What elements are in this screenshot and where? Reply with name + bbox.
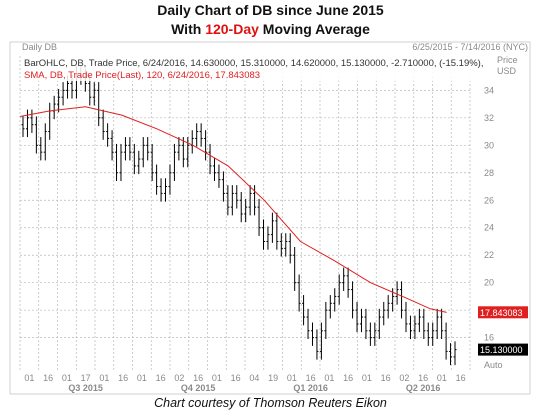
chart-header-right: 6/25/2015 - 7/14/2016 (NYC) <box>412 42 528 52</box>
x-tick-label: 19 <box>268 373 278 383</box>
auto-label[interactable]: Auto <box>484 360 503 370</box>
y-tick-label: 30 <box>484 140 494 150</box>
ohlc-bars <box>21 65 457 366</box>
x-tick-label: 01 <box>137 373 147 383</box>
sma-info: SMA, DB, Trade Price(Last), 120, 6/24/20… <box>24 70 260 81</box>
x-quarter-label: Q4 2015 <box>181 383 216 393</box>
x-tick-label: 01 <box>324 373 334 383</box>
sma-line <box>19 106 447 313</box>
grid-lines <box>19 56 471 372</box>
x-tick-label: 16 <box>156 373 166 383</box>
currency-label: USD <box>497 66 517 76</box>
info-backdrop <box>22 56 477 81</box>
chart-frame <box>9 41 531 395</box>
chart-header-left: Daily DB <box>22 42 57 52</box>
y-tick-label: 16 <box>484 333 494 343</box>
x-tick-label: 16 <box>381 373 391 383</box>
x-tick-label: 16 <box>193 373 203 383</box>
y-tick-label: 32 <box>484 113 494 123</box>
ohlc-info: BarOHLC, DB, Trade Price, 6/24/2016, 14.… <box>24 58 484 69</box>
y-tick-label: 34 <box>484 85 494 95</box>
last-price-badge: 15.130000 <box>478 343 528 356</box>
chart-caption: Chart courtesy of Thomson Reuters Eikon <box>154 396 387 410</box>
x-tick-label: 02 <box>174 373 184 383</box>
y-tick-label: 20 <box>484 278 494 288</box>
last-price-badge-value: 15.130000 <box>480 345 523 355</box>
chart-subtitle: With 120-Day Moving Average <box>0 21 541 37</box>
x-tick-label: 17 <box>81 373 91 383</box>
x-tick-label: 16 <box>43 373 53 383</box>
x-tick-label: 01 <box>99 373 109 383</box>
x-tick-label: 01 <box>362 373 372 383</box>
x-quarter-label: Q3 2015 <box>68 383 103 393</box>
x-tick-label: 16 <box>343 373 353 383</box>
x-tick-label: 01 <box>62 373 72 383</box>
subtitle-post: Moving Average <box>258 21 370 37</box>
x-quarter-label: Q1 2016 <box>293 383 328 393</box>
x-tick-label: 16 <box>418 373 428 383</box>
subtitle-highlight: 120-Day <box>205 21 259 37</box>
y-tick-label: 22 <box>484 250 494 260</box>
y-tick-label: 28 <box>484 168 494 178</box>
x-tick-label: 01 <box>212 373 222 383</box>
x-tick-label: 04 <box>249 373 259 383</box>
x-quarter-label: Q2 2016 <box>406 383 441 393</box>
x-tick-label: 16 <box>456 373 466 383</box>
x-tick-label: 01 <box>437 373 447 383</box>
subtitle-pre: With <box>171 21 206 37</box>
y-tick-label: 26 <box>484 195 494 205</box>
sma-badge-bg <box>478 306 528 319</box>
x-axis-quarter-labels: Q3 2015 Q4 2015 Q1 2016 Q2 2016 <box>68 383 440 393</box>
last-price-badge-bg <box>478 343 528 356</box>
chart-title: Daily Chart of DB since June 2015 <box>157 2 384 18</box>
x-tick-label: 02 <box>399 373 409 383</box>
sma-badge: 17.843083 <box>478 306 528 319</box>
x-tick-label: 01 <box>287 373 297 383</box>
x-tick-label: 16 <box>231 373 241 383</box>
x-axis-day-labels: 01 16 01 17 01 16 01 16 02 16 01 16 04 19 01 16 01 16 01 16… <box>24 373 465 383</box>
x-tick-label: 01 <box>24 373 34 383</box>
y-tick-label: 24 <box>484 223 494 233</box>
sma-badge-value: 17.843083 <box>480 308 523 318</box>
x-tick-label: 16 <box>118 373 128 383</box>
x-tick-label: 16 <box>306 373 316 383</box>
price-label: Price <box>497 55 518 65</box>
